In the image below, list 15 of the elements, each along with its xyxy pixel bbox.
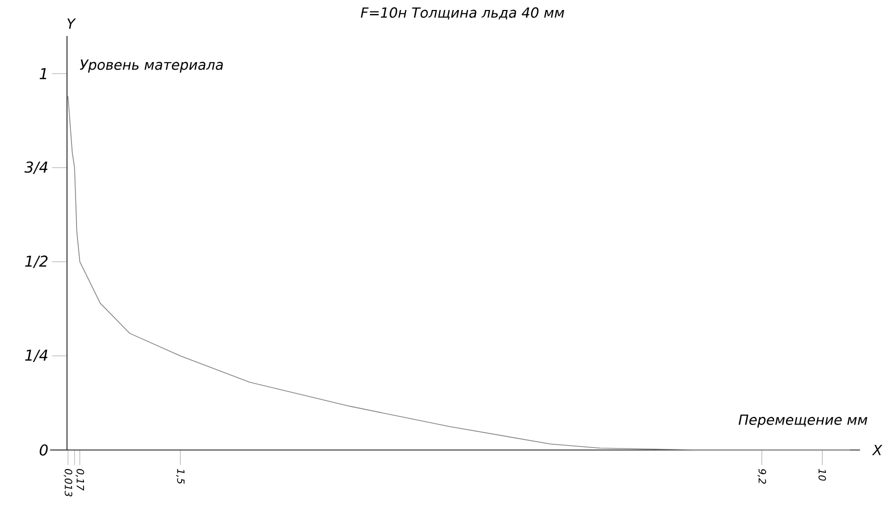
x-tick-label: 10 [818, 468, 826, 481]
y-tick-label: 0 [40, 444, 48, 456]
y-tick-label: 3/4 [24, 161, 48, 174]
x-tick-label: 0,013 [64, 469, 72, 496]
x-tick-label: 0,17 [76, 469, 84, 491]
y-tick-label: 1/2 [25, 256, 48, 268]
y-tick-label: 1/4 [25, 350, 48, 362]
x-axis-title: Перемещение мм [738, 414, 868, 428]
chart-title: F=10н Толщина льда 40 мм [360, 7, 564, 20]
text: Y [67, 18, 76, 29]
y-axis-title: Уровень материала [80, 60, 223, 73]
y-tick-label: 1 [40, 68, 46, 80]
text: X [872, 444, 882, 456]
x-tick-label: 1,5 [176, 468, 184, 484]
x-tick-label: 9,2 [758, 468, 766, 484]
